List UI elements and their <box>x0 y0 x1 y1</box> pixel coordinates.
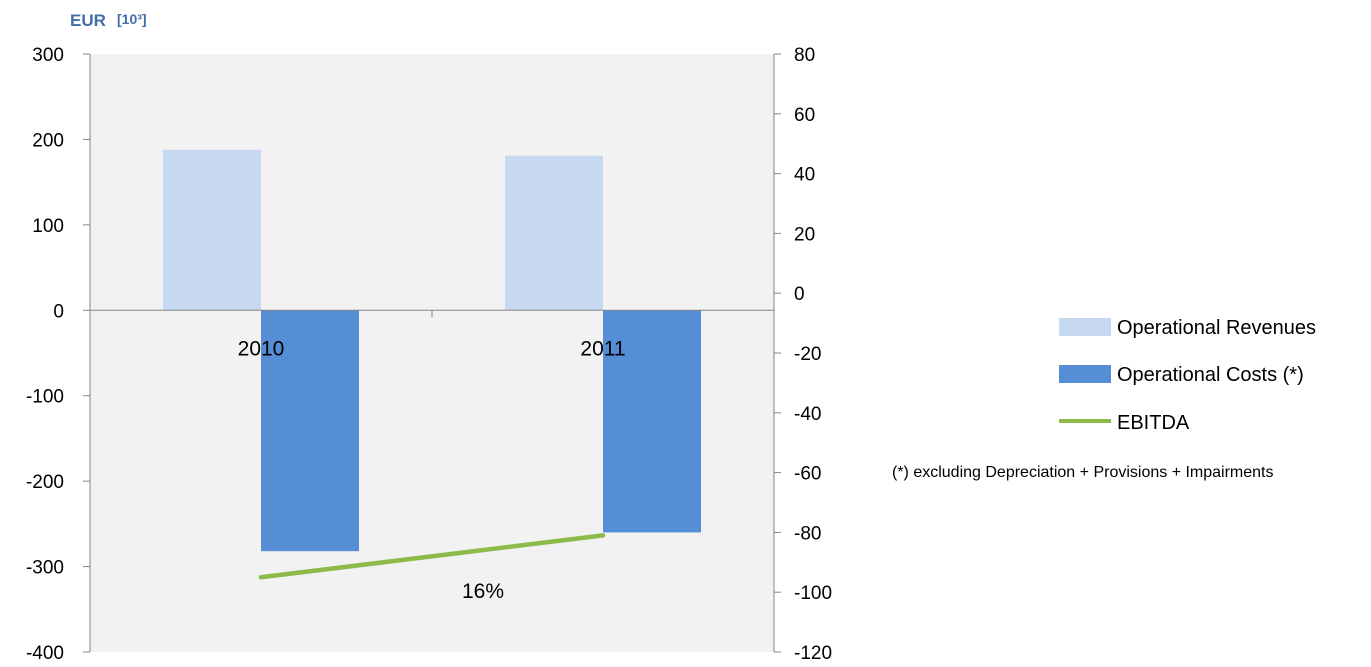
ebitda-point-2011 <box>602 534 604 536</box>
right-tick-label: -60 <box>794 464 821 485</box>
bar-operational-revenues-2011 <box>505 155 603 311</box>
left-tick-label: -100 <box>26 387 64 408</box>
legend-label-costs: Operational Costs (*) <box>1117 364 1304 386</box>
legend: Operational Revenues Operational Costs (… <box>892 317 1316 481</box>
category-label-2011: 2011 <box>580 337 625 360</box>
right-tick-label: 40 <box>794 165 815 186</box>
bar-operational-costs-2010 <box>261 310 359 552</box>
legend-swatch-revenues <box>1059 318 1111 336</box>
right-tick-label: -80 <box>794 523 821 544</box>
legend-swatch-costs <box>1059 365 1111 383</box>
right-tick-label: 20 <box>794 224 815 245</box>
left-tick-label: -400 <box>26 643 64 664</box>
footnote: (*) excluding Depreciation + Provisions … <box>892 464 1274 481</box>
right-tick-label: -100 <box>794 583 832 604</box>
ebitda-growth-annotation: 16% <box>462 580 504 603</box>
legend-label-revenues: Operational Revenues <box>1117 317 1316 339</box>
bar-operational-costs-2011 <box>603 310 701 533</box>
unit-label: EUR <box>70 11 106 30</box>
category-label-2010: 2010 <box>238 337 285 360</box>
left-tick-label: -200 <box>26 472 64 493</box>
category-labels: 2010 2011 <box>238 337 626 360</box>
left-tick-label: 200 <box>32 130 64 151</box>
category-axis <box>89 309 775 318</box>
ebitda-line <box>258 533 606 580</box>
left-tick-label: -300 <box>26 558 64 579</box>
right-tick-label: 80 <box>794 45 815 66</box>
left-axis: 300 200 100 0 -100 -200 -300 -400 <box>26 45 91 664</box>
left-tick-label: 300 <box>32 45 64 66</box>
right-tick-label: 0 <box>794 284 805 305</box>
right-tick-label: -20 <box>794 344 821 365</box>
bar-operational-revenues-2010 <box>163 149 261 311</box>
right-tick-label: -40 <box>794 404 821 425</box>
right-tick-label: -120 <box>794 643 832 664</box>
left-tick-label: 0 <box>53 301 64 322</box>
left-tick-label: 100 <box>32 216 64 237</box>
ebitda-point-2010 <box>260 576 262 578</box>
ebitda-line-layer <box>258 533 606 580</box>
right-tick-label: 60 <box>794 105 815 126</box>
legend-label-ebitda: EBITDA <box>1117 412 1190 434</box>
bars <box>163 149 701 552</box>
right-axis: 80 60 40 20 0 -20 -40 -60 -80 -100 -120 <box>773 45 832 664</box>
unit-scale-label: [10³] <box>117 11 147 27</box>
